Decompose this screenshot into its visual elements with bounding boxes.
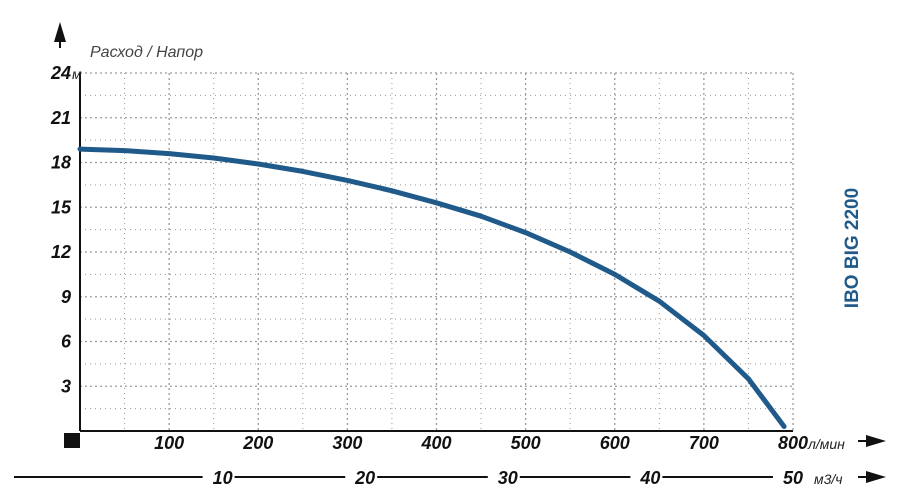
x-volume-tick-label: 50 xyxy=(783,468,803,488)
y-tick-label: 18 xyxy=(51,153,71,173)
x-flow-tick-label: 600 xyxy=(600,433,630,453)
x-flow-tick-label: 500 xyxy=(511,433,541,453)
x-flow-tick-label: 400 xyxy=(420,433,451,453)
x-flow-tick-label: 100 xyxy=(154,433,184,453)
x-flow-unit-label: л/мин xyxy=(807,436,845,452)
x-axis-flow-arrow-icon xyxy=(866,435,886,447)
axes xyxy=(14,22,886,483)
x-volume-tick-label: 20 xyxy=(354,468,375,488)
chart-title: IBO BIG 2200 xyxy=(842,188,863,308)
x-volume-unit-label: м3/ч xyxy=(814,471,843,487)
axis-caption: Расход / Напор xyxy=(90,44,203,61)
origin-square-icon xyxy=(64,433,80,448)
x-volume-tick-label: 10 xyxy=(213,468,233,488)
y-tick-label: 3 xyxy=(61,376,71,396)
x-volume-tick-label: 40 xyxy=(639,468,660,488)
y-tick-label: 9 xyxy=(61,287,71,307)
x-flow-tick-label: 200 xyxy=(242,433,273,453)
y-tick-label: 15 xyxy=(51,197,72,217)
x-axis-volume-arrow-icon xyxy=(866,471,886,483)
head-flow-curve xyxy=(77,146,787,429)
labels: 3 6 9 12 15 18 21 24 м 100 200 300 400 500 600 700 800 л/… xyxy=(50,44,863,488)
x-flow-tick-label: 300 xyxy=(332,433,362,453)
grid xyxy=(80,72,794,431)
x-flow-tick-label: 700 xyxy=(689,433,719,453)
y-tick-label: 21 xyxy=(50,108,71,128)
y-tick-label: 12 xyxy=(51,242,71,262)
y-tick-label: 24 xyxy=(50,63,71,83)
y-axis-arrow-icon xyxy=(54,22,66,42)
curve-layer xyxy=(77,146,787,429)
y-tick-label: 6 xyxy=(61,332,72,352)
y-unit-label: м xyxy=(72,66,82,82)
x-flow-tick-label: 800 xyxy=(778,433,808,453)
x-volume-tick-label: 30 xyxy=(498,468,518,488)
